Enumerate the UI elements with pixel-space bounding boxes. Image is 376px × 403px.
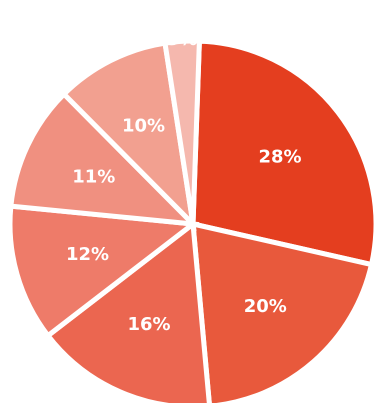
pie-label-0: 28% bbox=[258, 147, 301, 168]
pie-slice-6 bbox=[162, 38, 202, 225]
pie-label-4: 11% bbox=[72, 166, 115, 187]
pie-slice-4 bbox=[8, 90, 200, 228]
pie-slices bbox=[7, 38, 376, 403]
pie-labels: 28% 20% 16% 12% 11% 10% 3% bbox=[66, 29, 302, 335]
pie-label-6: 3% bbox=[167, 29, 198, 50]
pie-slice-2 bbox=[44, 219, 212, 403]
pie-slice-5 bbox=[60, 40, 197, 232]
pie-label-3: 12% bbox=[66, 244, 109, 265]
pie-label-2: 16% bbox=[127, 314, 170, 335]
pie-label-5: 10% bbox=[122, 116, 165, 137]
pie-slice-3 bbox=[7, 203, 200, 340]
pie-label-1: 20% bbox=[244, 296, 287, 317]
